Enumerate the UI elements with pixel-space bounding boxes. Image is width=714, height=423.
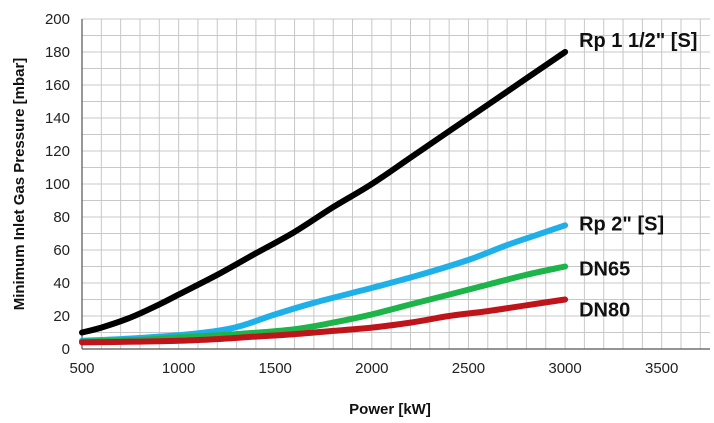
series-label: Rp 1 1/2" [S]	[579, 30, 697, 52]
y-tick-label: 80	[53, 209, 70, 226]
y-tick-label: 0	[62, 341, 70, 358]
y-tick-label: 120	[45, 143, 70, 160]
series-lines	[79, 49, 569, 346]
y-tick-label: 200	[45, 11, 70, 28]
x-tick-label: 2000	[355, 360, 388, 377]
y-tick-label: 20	[53, 308, 70, 325]
y-tick-label: 160	[45, 77, 70, 94]
series-line	[79, 49, 569, 336]
x-tick-label: 2500	[452, 360, 485, 377]
series-label: DN65	[579, 259, 630, 281]
y-tick-labels: 0 20 40 60 80 100 120 140 160 180 200	[45, 11, 70, 358]
series-label: Rp 2" [S]	[579, 213, 664, 235]
x-tick-label: 1000	[162, 360, 195, 377]
y-tick-label: 140	[45, 110, 70, 127]
y-tick-label: 100	[45, 176, 70, 193]
x-tick-labels: 500 1000 1500 2000 2500 3000 3500	[69, 360, 678, 377]
x-tick-label: 500	[69, 360, 94, 377]
axes	[81, 19, 710, 350]
series-line	[79, 263, 569, 345]
y-tick-label: 180	[45, 44, 70, 61]
x-tick-label: 3500	[645, 360, 678, 377]
series-line	[79, 296, 569, 346]
y-axis-title: Minimum Inlet Gas Pressure [mbar]	[11, 58, 28, 311]
y-tick-label: 60	[53, 242, 70, 259]
series-label: DN80	[579, 300, 630, 322]
series-labels: Rp 1 1/2" [S] Rp 2" [S] DN65 DN80	[579, 30, 697, 322]
x-axis-title: Power [kW]	[349, 401, 431, 418]
y-tick-label: 40	[53, 275, 70, 292]
x-tick-label: 3000	[548, 360, 581, 377]
x-tick-label: 1500	[259, 360, 292, 377]
